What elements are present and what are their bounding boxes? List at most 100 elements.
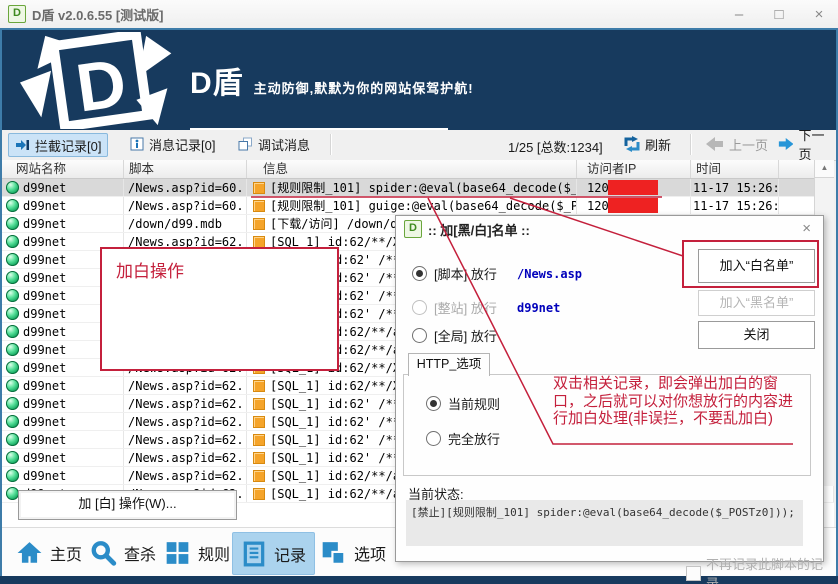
intercept-icon: [16, 140, 29, 150]
radio-site-allow[interactable]: [412, 300, 427, 315]
radio-global-label: [全局] 放行: [434, 329, 497, 344]
records-list-icon: [243, 541, 265, 566]
site-cell: d99net: [2, 215, 124, 232]
radio-full-allow-label: 完全放行: [448, 432, 501, 447]
prev-page-button[interactable]: 上一页: [700, 133, 774, 155]
tab-http-options[interactable]: HTTP_选项: [408, 353, 490, 376]
site-name: d99net: [23, 198, 67, 213]
prev-page-label: 上一页: [729, 137, 769, 153]
site-cell: d99net: [2, 179, 124, 196]
site-cell: d99net: [2, 377, 124, 394]
script-cell: /News.asp?id=62...: [124, 467, 247, 484]
table-header: 网站名称 脚本 信息 访问者IP 时间: [2, 160, 834, 179]
minimize-button[interactable]: –: [734, 5, 744, 23]
globe-icon: [6, 487, 19, 500]
info-text: [规则限制_101] spider:@eval(base64_decode($_…: [270, 180, 577, 195]
home-icon: [17, 541, 42, 563]
right-edge: [836, 30, 838, 576]
warning-icon: [253, 487, 265, 500]
radio-current-rule-label: 当前规则: [448, 397, 501, 412]
nav-records[interactable]: 记录: [232, 532, 316, 575]
site-name: d99net: [23, 234, 67, 249]
globe-icon: [6, 379, 19, 392]
warning-icon: [253, 379, 265, 392]
table-row[interactable]: d99net/News.asp?id=60... [规则限制_101] guige…: [2, 197, 834, 215]
globe-icon: [6, 271, 19, 284]
radio-full-allow[interactable]: [426, 431, 441, 446]
ip-cell: 120: [577, 197, 691, 214]
no-record-checkbox[interactable]: [686, 565, 701, 581]
maximize-button[interactable]: □: [774, 5, 784, 23]
dialog-close-button[interactable]: 关闭: [698, 321, 815, 349]
site-cell: d99net: [2, 287, 124, 304]
tab-debug-label: 调试消息: [258, 137, 311, 153]
nav-home[interactable]: 主页: [8, 532, 90, 573]
no-record-checkbox-label: 不再记录此脚本的记录: [706, 557, 824, 584]
nav-options-label: 选项: [354, 546, 387, 564]
info-cell: [SQL_1] id:62/**/Xor...: [247, 377, 577, 394]
site-cell: d99net: [2, 413, 124, 430]
tab-message-records[interactable]: 消息记录[0]: [124, 133, 221, 155]
column-header[interactable]: 访问者IP: [577, 160, 691, 178]
column-header[interactable]: 时间: [691, 160, 779, 178]
column-header[interactable]: 网站名称: [2, 160, 124, 178]
site-name: d99net: [23, 342, 67, 357]
info-text: [SQL_1] id:62/**/Xor...: [270, 378, 437, 393]
nav-rules[interactable]: 规则: [156, 532, 238, 573]
add-whitelist-button[interactable]: 加入“白名单”: [698, 249, 815, 283]
script-cell: /News.asp?id=62...: [124, 431, 247, 448]
nav-records-label: 记录: [274, 547, 307, 565]
next-page-button[interactable]: 下一页: [772, 128, 838, 162]
globe-icon: [6, 235, 19, 248]
ip-redaction-box: [608, 180, 658, 195]
radio-row-script: [脚本] 放行 /News.asp: [412, 264, 682, 283]
debug-windows-icon: [238, 137, 252, 151]
globe-icon: [6, 343, 19, 356]
info-cell: [规则限制_101] guige:@eval(base64_decode($_P…: [247, 197, 577, 214]
scroll-up-icon[interactable]: ▲: [815, 160, 834, 178]
grid-icon: [166, 541, 189, 564]
site-name: d99net: [23, 180, 67, 195]
dialog-title: :: 加[黑/白]名单 ::: [428, 222, 530, 238]
annotation-note: 双击相关记录，即会弹出加白的窗口，之后就可以对你想放行的内容进行加白处理(非误拦…: [553, 375, 794, 427]
script-cell: /News.asp?id=62...: [124, 449, 247, 466]
radio-current-rule[interactable]: [426, 396, 441, 411]
site-name: d99net: [23, 450, 67, 465]
next-page-label: 下一页: [798, 128, 825, 162]
info-icon: [130, 137, 144, 151]
annotation-box-label: 加白操作: [116, 262, 184, 281]
time-cell: 11-17 15:26:32: [693, 197, 779, 214]
header-divider: [0, 28, 838, 30]
tab-debug-messages[interactable]: 调试消息: [232, 133, 316, 155]
site-name: d99net: [23, 216, 67, 231]
search-icon: [91, 540, 117, 566]
options-squares-icon: [322, 541, 346, 565]
nav-scan[interactable]: 查杀: [82, 532, 164, 573]
refresh-button[interactable]: 刷新: [618, 133, 677, 155]
warning-icon: [253, 217, 265, 230]
info-text: [SQL_1] id:62/**/and...: [270, 468, 437, 483]
site-name: d99net: [23, 414, 67, 429]
nav-options[interactable]: 选项: [312, 532, 394, 573]
info-cell: [SQL_1] id:62/**/Xor...: [247, 233, 577, 250]
record-toolbar: 拦截记录[0] 消息记录[0] 调试消息 1/25 [总数:1234] 刷新 上…: [0, 128, 838, 162]
globe-icon: [6, 325, 19, 338]
globe-icon: [6, 181, 19, 194]
dialog-close-icon[interactable]: ×: [802, 220, 811, 237]
close-button[interactable]: ×: [814, 5, 824, 23]
tab-intercept-records[interactable]: 拦截记录[0]: [8, 133, 109, 157]
globe-icon: [6, 199, 19, 212]
info-text: [SQL_1] id:62/**/and...: [270, 486, 437, 501]
column-header[interactable]: 信息: [247, 160, 577, 178]
toolbar-separator: [330, 134, 332, 155]
warning-icon: [253, 181, 265, 194]
add-white-button[interactable]: 加 [白] 操作(W)...: [18, 490, 237, 520]
ip-cell: 120: [577, 179, 691, 196]
radio-script-label: [脚本] 放行: [434, 267, 497, 282]
add-blacklist-button[interactable]: 加入“黑名单”: [698, 290, 815, 316]
table-row[interactable]: d99net/News.asp?id=60... [规则限制_101] spide…: [2, 179, 834, 197]
site-cell: d99net: [2, 305, 124, 322]
radio-global-allow[interactable]: [412, 328, 427, 343]
radio-script-allow[interactable]: [412, 266, 427, 281]
column-header[interactable]: 脚本: [124, 160, 247, 178]
